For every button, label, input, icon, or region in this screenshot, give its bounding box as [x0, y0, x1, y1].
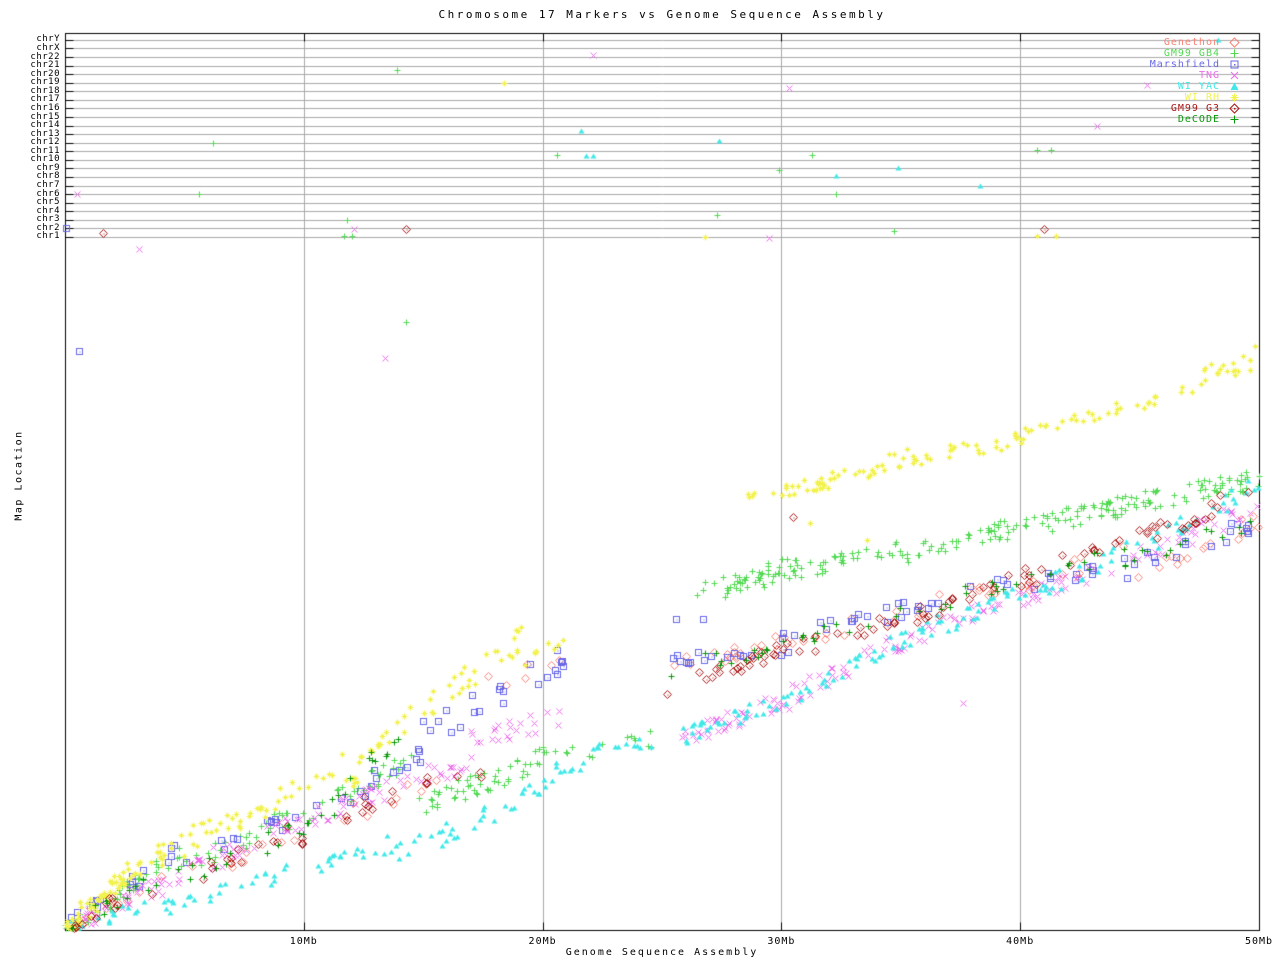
chr-axis-label-chrX: chrX: [36, 42, 60, 53]
chr-axis-label-chrY: chrY: [36, 34, 60, 45]
cross-legend-marker-icon: [1227, 70, 1242, 81]
x-tick-label: 50Mb: [1244, 936, 1274, 947]
chr-axis-label-chr5: chr5: [36, 197, 60, 208]
open-diamond-legend-marker-icon: [1227, 37, 1242, 48]
x-axis-label: Genome Sequence Assembly: [565, 947, 759, 958]
open-square-dot-legend-marker-icon: [1227, 59, 1242, 70]
legend-item-genethon: Genethon: [1150, 37, 1242, 48]
chr-axis-label-chr13: chr13: [30, 128, 60, 139]
legend-item-gm99-gb4: GM99 GB4: [1150, 48, 1242, 59]
chr-axis-label-chr19: chr19: [30, 77, 60, 88]
chr-axis-label-chr18: chr18: [30, 85, 60, 96]
legend-label: Genethon: [1163, 37, 1220, 48]
star-legend-marker-icon: [1227, 92, 1242, 103]
chr-axis-label-chr12: chr12: [30, 137, 60, 148]
chart-title: Chromosome 17 Markers vs Genome Sequence…: [438, 8, 886, 21]
chr-axis-label-chr1: chr1: [36, 231, 60, 242]
chr-axis-label-chr11: chr11: [30, 145, 60, 156]
x-tick-label: 40Mb: [1006, 936, 1035, 947]
chr-axis-label-chr9: chr9: [36, 162, 60, 173]
chr-axis-label-chr2: chr2: [36, 222, 60, 233]
legend-label: DeCODE: [1177, 114, 1220, 125]
chr-axis-label-chr8: chr8: [36, 171, 60, 182]
legend-item-tng: TNG: [1150, 70, 1242, 81]
legend: Genethon GM99 GB4 Marshfield TNG WI YAC WI RH…: [1150, 37, 1242, 125]
x-tick-label: 30Mb: [767, 936, 796, 947]
y-axis-label: Map Location: [13, 430, 25, 521]
chr-axis-label-chr16: chr16: [30, 102, 60, 113]
x-tick-label: 20Mb: [528, 936, 557, 947]
legend-label: WI YAC: [1177, 81, 1220, 92]
chr-axis-label-chr15: chr15: [30, 111, 60, 122]
chr-axis-label-chr7: chr7: [36, 180, 60, 191]
chr-axis-label-chr3: chr3: [36, 214, 60, 225]
chr-axis-label-chr10: chr10: [30, 154, 60, 165]
open-diamond-dot-legend-marker-icon: [1227, 103, 1242, 114]
chr-axis-label-chr21: chr21: [30, 60, 60, 71]
legend-item-wi-yac: WI YAC: [1150, 81, 1242, 92]
chr-axis-label-chr22: chr22: [30, 51, 60, 62]
legend-label: WI RH: [1184, 92, 1220, 103]
chr-axis-label-chr6: chr6: [36, 188, 60, 199]
plus-legend-marker-icon: [1227, 114, 1242, 125]
legend-item-marshfield: Marshfield: [1150, 59, 1242, 70]
legend-label: GM99 GB4: [1163, 48, 1220, 59]
chr-axis-label-chr20: chr20: [30, 68, 60, 79]
chr-axis-label-chr17: chr17: [30, 94, 60, 105]
chr-axis-label-chr4: chr4: [36, 205, 60, 216]
chr-axis-label-chr14: chr14: [30, 120, 60, 131]
legend-item-gm99-g3: GM99 G3: [1150, 103, 1242, 114]
legend-item-decode: DeCODE: [1150, 114, 1242, 125]
legend-label: Marshfield: [1149, 59, 1220, 70]
legend-label: TNG: [1198, 70, 1220, 81]
legend-item-wi-rh: WI RH: [1150, 92, 1242, 103]
x-tick-label: 10Mb: [289, 936, 318, 947]
plus-legend-marker-icon: [1227, 48, 1242, 59]
filled-triangle-legend-marker-icon: [1227, 81, 1242, 92]
legend-label: GM99 G3: [1170, 103, 1220, 114]
